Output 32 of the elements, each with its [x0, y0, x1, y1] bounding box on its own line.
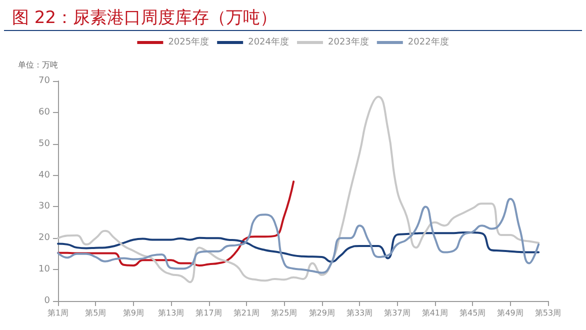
line-series: [57, 96, 540, 284]
y-tick-label: 40: [38, 170, 50, 180]
legend-label: 2024年度: [248, 36, 289, 48]
x-tick-label: 第13周: [158, 308, 184, 318]
y-tick-label: 10: [38, 264, 50, 275]
y-tick-label: 50: [38, 138, 50, 149]
line-series: [57, 180, 295, 266]
x-tick-label: 第49周: [497, 308, 524, 318]
y-tick-label: 60: [38, 107, 50, 118]
y-tick-label: 70: [38, 76, 50, 86]
line-series: [57, 231, 540, 263]
x-tick-label: 第53周: [534, 308, 562, 318]
x-tick-label: 第1周: [47, 308, 69, 318]
x-tick-label: 第33周: [346, 308, 373, 318]
x-tick-label: 第21周: [233, 308, 260, 318]
y-tick-label: 20: [38, 233, 50, 244]
x-tick-label: 第25周: [271, 308, 298, 318]
x-tick-label: 第9周: [122, 308, 144, 318]
x-tick-label: 第45周: [460, 308, 486, 318]
x-tick-label: 第37周: [384, 308, 410, 318]
x-tick-label: 第41周: [422, 308, 448, 318]
legend-label: 2023年度: [328, 36, 369, 48]
legend-label: 2025年度: [168, 36, 210, 48]
chart-title: 图 22：尿素港口周度库存（万吨）: [4, 0, 582, 31]
x-tick-label: 第17周: [196, 308, 222, 318]
x-tick-label: 第29周: [308, 308, 335, 318]
y-axis-title: 单位：万吨: [18, 60, 58, 70]
y-tick-label: 30: [38, 202, 50, 212]
x-tick-label: 第5周: [85, 308, 106, 318]
line-series: [57, 198, 540, 274]
legend-label: 2022年度: [408, 36, 449, 48]
y-tick-label: 0: [44, 296, 50, 306]
